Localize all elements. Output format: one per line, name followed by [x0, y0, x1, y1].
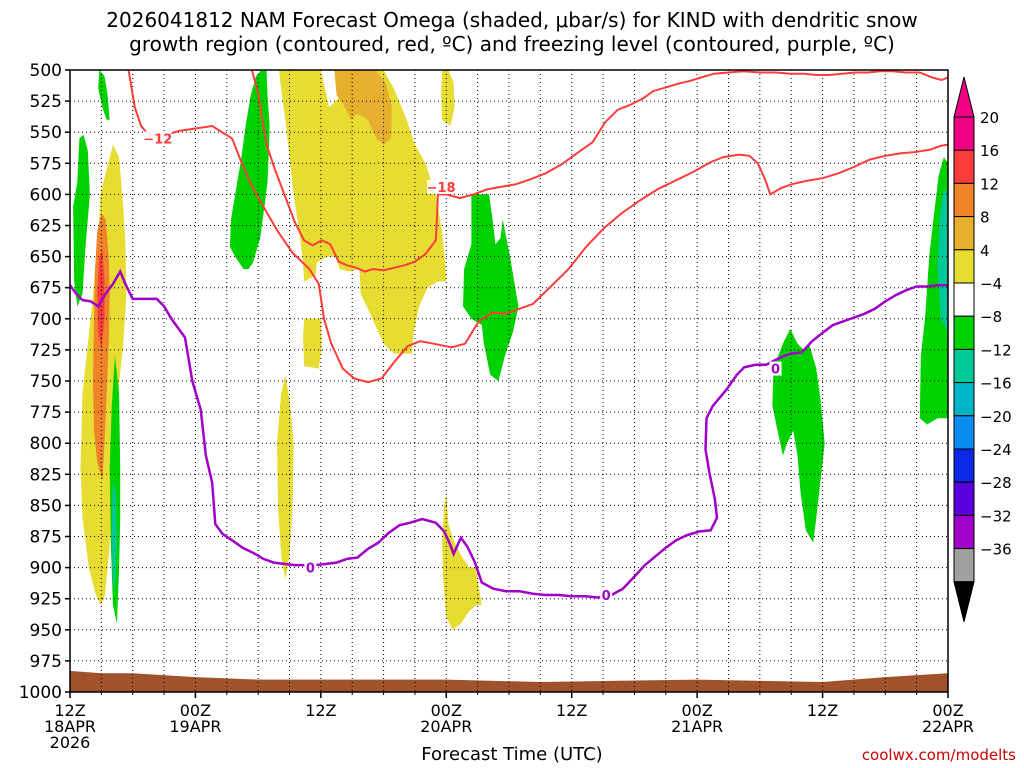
x-tick-label: 22APR: [922, 717, 974, 736]
colorbar-label: −12: [980, 341, 1012, 359]
x-tick-label: 12Z: [807, 701, 838, 720]
colorbar-legend: 20 16 12 8 4 −4 −8 −12 −16 −20 −24 −28 −32 −36: [953, 76, 1012, 622]
colorbar-bin: [953, 514, 975, 550]
colorbar-label: 8: [980, 209, 990, 227]
y-tick-label: 550: [30, 123, 62, 143]
y-tick-label: 900: [30, 559, 62, 579]
chart-title-line1: 2026041812 NAM Forecast Omega (shaded, μ…: [106, 8, 918, 32]
colorbar-top-arrow: [953, 76, 975, 118]
dgz-minus18: [250, 69, 949, 273]
x-tick-label: 2026: [50, 733, 91, 752]
contour-label: −12: [143, 132, 172, 147]
y-tick-label: 800: [30, 434, 62, 454]
omega-green-leftmost-strip: [73, 134, 90, 307]
omega-yellow-lower-mid: [442, 493, 482, 630]
x-tick-label: 20APR: [420, 717, 472, 736]
freezing-label: 0: [306, 562, 315, 577]
omega-green-right-cluster: [772, 328, 825, 543]
colorbar-bin: [953, 382, 975, 417]
x-tick-label: 00Z: [932, 701, 963, 720]
omega-green-upper-band: [229, 70, 270, 269]
colorbar-bin: [953, 481, 975, 516]
contour-label-bg: [143, 131, 172, 146]
x-tick-label: 12Z: [54, 701, 85, 720]
x-tick-label: 12Z: [305, 701, 336, 720]
y-tick-label: 600: [30, 185, 62, 205]
y-tick-label: 675: [30, 279, 62, 299]
dgz-minus12-upper: [127, 69, 949, 384]
colorbar-bin: [953, 315, 975, 350]
contour-label: −18: [427, 181, 456, 196]
y-tick-label: 850: [30, 496, 62, 516]
colorbar-bin: [953, 348, 975, 384]
x-tick-label: 18APR: [44, 717, 96, 736]
y-tick-label: 775: [30, 403, 62, 423]
colorbar-label: 20: [980, 109, 999, 127]
colorbar-bin: [953, 548, 975, 583]
x-axis-label: Forecast Time (UTC): [421, 744, 603, 765]
colorbar-bin: [953, 116, 975, 151]
y-tick-label: 700: [30, 310, 62, 330]
site-credit: coolwx.com/modelts: [861, 746, 1016, 764]
y-tick-label: 950: [30, 621, 62, 641]
colorbar-label: −16: [980, 375, 1012, 393]
colorbar-bin: [953, 149, 975, 184]
y-tick-label: 725: [30, 341, 62, 361]
colorbar-bin: [953, 282, 975, 317]
y-tick-label: 875: [30, 528, 62, 548]
axes-layer: 500 525 550 575 600 625 650 675 700 725 750 775 800 8…: [19, 61, 974, 752]
y-tick-label: 575: [30, 154, 62, 174]
y-tick-label: 625: [30, 217, 62, 237]
x-tick-label: 00Z: [180, 701, 211, 720]
colorbar-label: −4: [980, 275, 1002, 293]
y-tick-label: 525: [30, 92, 62, 112]
y-tick-label: 925: [30, 590, 62, 610]
colorbar-label: −24: [980, 441, 1012, 459]
chart-title-line2: growth region (contoured, red, ºC) and f…: [129, 32, 895, 56]
freezing-label-bg: [304, 560, 317, 575]
x-tick-label: 21APR: [671, 717, 723, 736]
omega-teal-right-edge: [937, 188, 948, 332]
colorbar-bin: [953, 448, 975, 483]
y-tick-label: 650: [30, 248, 62, 268]
omega-yellow-mid-small: [303, 318, 322, 369]
y-tick-label: 750: [30, 372, 62, 392]
colorbar-bin: [953, 182, 975, 218]
omega-yellow-upper-column: [279, 70, 447, 354]
omega-yellow-lower-spike: [277, 374, 294, 580]
x-tick-label: 19APR: [169, 717, 221, 736]
x-tick-label: 00Z: [431, 701, 462, 720]
contour-label-bg: [427, 179, 456, 194]
freezing-label-bg: [600, 587, 613, 602]
y-tick-label: 975: [30, 652, 62, 672]
colorbar-bottom-arrow: [953, 581, 975, 622]
y-tick-label: 825: [30, 465, 62, 485]
colorbar-bin: [953, 415, 975, 450]
colorbar-label: −20: [980, 408, 1012, 426]
colorbar-label: −36: [980, 541, 1012, 559]
colorbar-bin: [953, 249, 975, 284]
x-tick-label: 00Z: [681, 701, 712, 720]
colorbar-label: −28: [980, 474, 1012, 492]
contour-layer: −12 −18 0 0 0: [68, 69, 949, 604]
colorbar-label: 12: [980, 175, 999, 193]
freezing-level-line: [68, 268, 948, 599]
omega-yellow-top-right-blob: [441, 70, 455, 126]
omega-green-small-top-left: [98, 70, 110, 120]
freezing-label: 0: [602, 589, 611, 604]
freezing-label: 0: [771, 363, 780, 378]
colorbar-label: 4: [980, 242, 990, 260]
colorbar-bin: [953, 216, 975, 251]
freezing-label-bg: [769, 361, 782, 376]
omega-orange-upper: [334, 70, 392, 145]
colorbar-label: −32: [980, 507, 1012, 525]
colorbar-label: −8: [980, 308, 1002, 326]
y-tick-label: 500: [30, 61, 62, 81]
x-tick-label: 12Z: [556, 701, 587, 720]
y-tick-label: 1000: [19, 683, 62, 703]
colorbar-label: 16: [980, 142, 999, 160]
